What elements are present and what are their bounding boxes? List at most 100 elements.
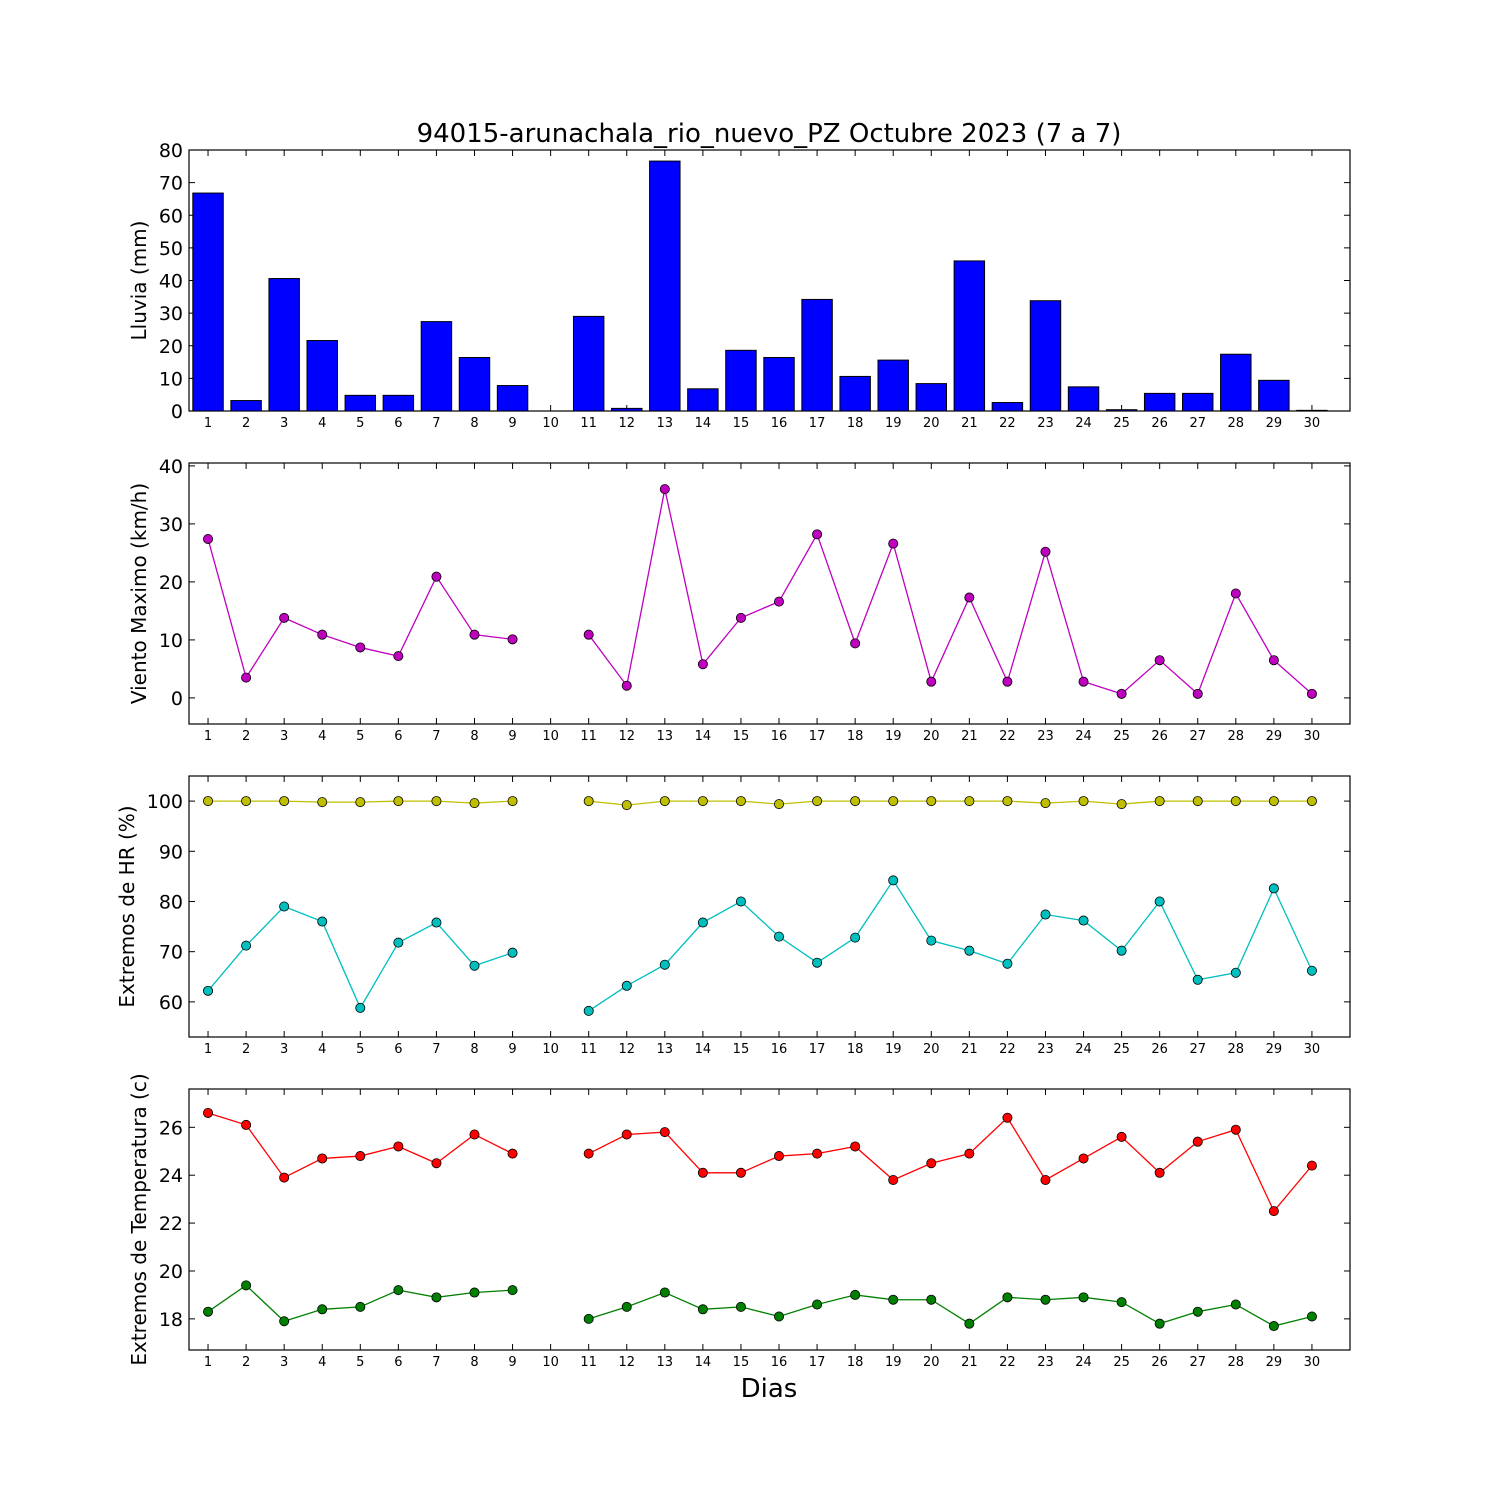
wind-xtick-label: 26 [1151,729,1168,744]
temperature-series-0-point [355,1151,366,1162]
humidity-series-0-point [850,796,861,807]
humidity-series-1-line [588,879,1313,1012]
wind-series-0-point [1230,588,1241,599]
temperature-series-0-point [469,1129,480,1140]
wind-xtick-label: 2 [242,729,250,744]
temperature-series-0-point [583,1148,594,1159]
rain-bar [1105,409,1138,412]
rain-bar [268,278,300,412]
wind-xtick-label: 12 [618,729,635,744]
humidity-series-0-point [583,796,594,807]
wind-ytick-label: 0 [171,688,183,710]
rain-xtick-label: 12 [618,416,635,431]
wind-series-0-point [1306,688,1317,699]
humidity-xtick-label: 2 [242,1042,250,1057]
rain-bar [763,356,795,412]
rain-bar [306,340,338,412]
humidity-series-0-point [393,796,404,807]
humidity-xtick-label: 22 [999,1042,1016,1057]
wind-ytick-label: 20 [159,572,183,594]
rain-xtick-label: 1 [204,416,212,431]
temperature-series-0-point [1230,1124,1241,1135]
temperature-xtick-label: 20 [923,1355,940,1370]
wind-xtick-label: 13 [657,729,674,744]
temperature-series-1-point [735,1301,746,1312]
temperature-series-1-point [507,1285,518,1296]
wind-series-0-point [621,680,632,691]
humidity-series-1-point [735,896,746,907]
humidity-series-0-point [1040,798,1051,809]
humidity-xtick-label: 24 [1075,1042,1092,1057]
temperature-series-0-point [735,1167,746,1178]
temperature-series-0-point [850,1141,861,1152]
rain-bar [1220,353,1252,412]
rain-xtick-label: 8 [470,416,478,431]
temperature-xtick-label: 18 [847,1355,864,1370]
rain-ytick-label: 80 [159,140,183,162]
wind-series-0-point [431,571,442,582]
wind-series-0-point [926,676,937,687]
humidity-series-0-point [888,796,899,807]
temperature-series-1-point [888,1294,899,1305]
rain-xtick-label: 4 [318,416,326,431]
temperature-series-1-point [279,1316,290,1327]
wind-xtick-label: 23 [1037,729,1054,744]
wind-series-0-point [812,529,823,540]
rain-bar [420,321,453,412]
rain-bar [649,160,681,412]
temperature-xtick-label: 6 [394,1355,402,1370]
wind-xtick-label: 18 [847,729,864,744]
humidity-series-1-point [241,940,252,951]
humidity-series-0-point [621,800,632,811]
temperature-series-0-point [279,1172,290,1183]
temperature-xtick-label: 25 [1113,1355,1130,1370]
wind-xtick-label: 30 [1304,729,1321,744]
wind-ytick-label: 40 [159,456,183,478]
temperature-series-0-point [659,1127,670,1138]
wind-series-0-line [588,488,1313,695]
rain-xtick-label: 30 [1304,416,1321,431]
temperature-series-0-point [203,1107,214,1118]
wind-xtick-label: 15 [733,729,750,744]
rain-xtick-label: 24 [1075,416,1092,431]
wind-xtick-label: 19 [885,729,902,744]
temperature-xtick-label: 21 [961,1355,978,1370]
temperature-series-0-point [964,1148,975,1159]
rain-ytick-label: 10 [159,368,183,390]
wind-series-0-point [697,659,708,670]
temperature-xtick-label: 16 [771,1355,788,1370]
temperature-series-1-point [241,1280,252,1291]
humidity-series-0-point [203,796,214,807]
rain-bar [572,315,605,412]
rain-xtick-label: 23 [1037,416,1054,431]
wind-series-0-point [888,538,899,549]
wind-plot-frame [188,462,1351,725]
temperature-xtick-label: 5 [356,1355,364,1370]
rain-bar [496,385,529,412]
rain-xtick-label: 9 [508,416,516,431]
temperature-xtick-label: 24 [1075,1355,1092,1370]
humidity-series-1-point [583,1005,594,1016]
humidity-xtick-label: 17 [809,1042,826,1057]
wind-xtick-label: 17 [809,729,826,744]
rain-xtick-label: 5 [356,416,364,431]
temperature-xtick-label: 9 [508,1355,516,1370]
wind-xtick-label: 6 [394,729,402,744]
wind-series-0-point [964,592,975,603]
humidity-series-0-point [279,796,290,807]
humidity-xtick-label: 20 [923,1042,940,1057]
wind-series-0-point [1002,676,1013,687]
temperature-series-1-point [1230,1299,1241,1310]
humidity-series-0-point [774,799,785,810]
temperature-xtick-label: 14 [695,1355,712,1370]
wind-series-0-point [1078,676,1089,687]
humidity-xtick-label: 25 [1113,1042,1130,1057]
wind-series-0-point [1192,688,1203,699]
temperature-ytick-label: 26 [159,1117,183,1139]
humidity-series-0-point [812,796,823,807]
rain-bar [344,394,377,412]
wind-series-0-point [1040,546,1051,557]
humidity-ytick-label: 100 [147,791,183,813]
humidity-xtick-label: 21 [961,1042,978,1057]
